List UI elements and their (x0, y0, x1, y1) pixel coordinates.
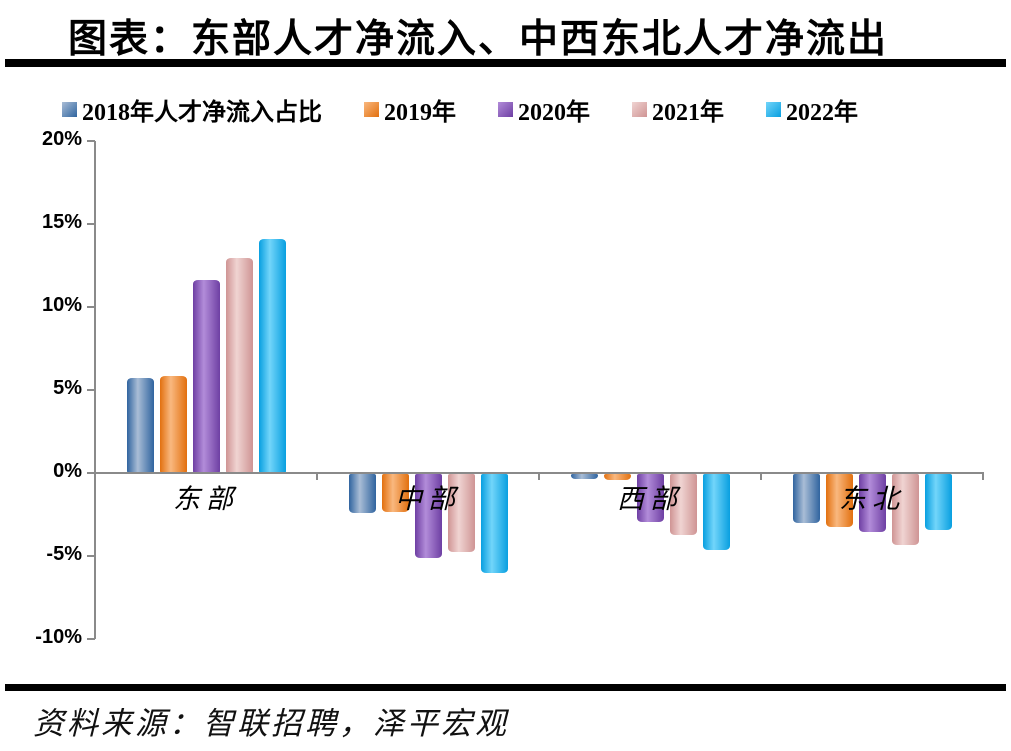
footer-divider (5, 684, 1006, 691)
bar (414, 473, 442, 559)
bar (258, 238, 286, 473)
legend-item: 2021年 (632, 92, 724, 127)
y-axis-tick-mark (87, 554, 95, 557)
legend-swatch-icon (364, 102, 379, 117)
y-axis-tick-label: 20% (41, 127, 82, 150)
y-axis-tick-mark (87, 139, 95, 142)
x-axis-tick-mark (982, 473, 984, 480)
legend-label: 2021年 (652, 100, 724, 126)
legend-label: 2018年人才净流入占比 (82, 100, 322, 126)
x-axis-tick-mark (316, 473, 318, 480)
y-axis-line (94, 140, 96, 639)
bar (192, 280, 220, 473)
bar (447, 473, 475, 552)
y-axis-tick-mark (87, 222, 95, 225)
category-label: 西部 (617, 484, 683, 514)
bar (480, 473, 508, 574)
legend-label: 2022年 (786, 100, 858, 126)
y-axis-tick-mark (87, 305, 95, 308)
category-label: 东部 (173, 484, 239, 514)
category-label: 东北 (839, 484, 905, 514)
bar (702, 473, 730, 550)
bar (381, 473, 409, 512)
chart-legend: 2018年人才净流入占比 2019年 2020年 2021年 2022年 (62, 92, 858, 127)
y-axis-tick-mark (87, 637, 95, 640)
bar (603, 473, 631, 481)
bar (858, 473, 886, 532)
x-axis-tick-mark (538, 473, 540, 480)
bar (669, 473, 697, 535)
legend-swatch-icon (766, 102, 781, 117)
y-axis-tick-mark (87, 471, 95, 474)
bar (126, 377, 154, 473)
bar (348, 473, 376, 514)
legend-item: 2020年 (498, 92, 590, 127)
source-note: 资料来源：智联招聘，泽平宏观 (33, 706, 509, 741)
x-axis-line (95, 471, 984, 474)
legend-item: 2018年人才净流入占比 (62, 92, 322, 127)
bar (792, 473, 820, 524)
y-axis-tick-label: 0% (53, 459, 82, 482)
legend-swatch-icon (498, 102, 513, 117)
x-axis-tick-mark (760, 473, 762, 480)
y-axis-tick-label: -5% (46, 542, 82, 565)
title-divider (5, 59, 1006, 67)
legend-label: 2019年 (384, 100, 456, 126)
y-axis-tick-mark (87, 388, 95, 391)
y-axis-tick-label: 5% (53, 376, 82, 399)
category-label: 中部 (395, 484, 461, 514)
page-title: 图表：东部人才净流入、中西东北人才净流出 (68, 18, 889, 61)
bar (570, 473, 598, 479)
bar (924, 473, 952, 531)
legend-item: 2022年 (766, 92, 858, 127)
bar (636, 473, 664, 522)
y-axis-tick-label: 15% (41, 210, 82, 233)
legend-swatch-icon (62, 102, 77, 117)
y-axis-tick-label: -10% (35, 625, 82, 648)
y-axis-tick-label: 10% (41, 293, 82, 316)
bar (159, 376, 187, 473)
legend-swatch-icon (632, 102, 647, 117)
bar (825, 473, 853, 527)
bar (891, 473, 919, 545)
bar (225, 258, 253, 473)
legend-label: 2020年 (518, 100, 590, 126)
legend-item: 2019年 (364, 92, 456, 127)
